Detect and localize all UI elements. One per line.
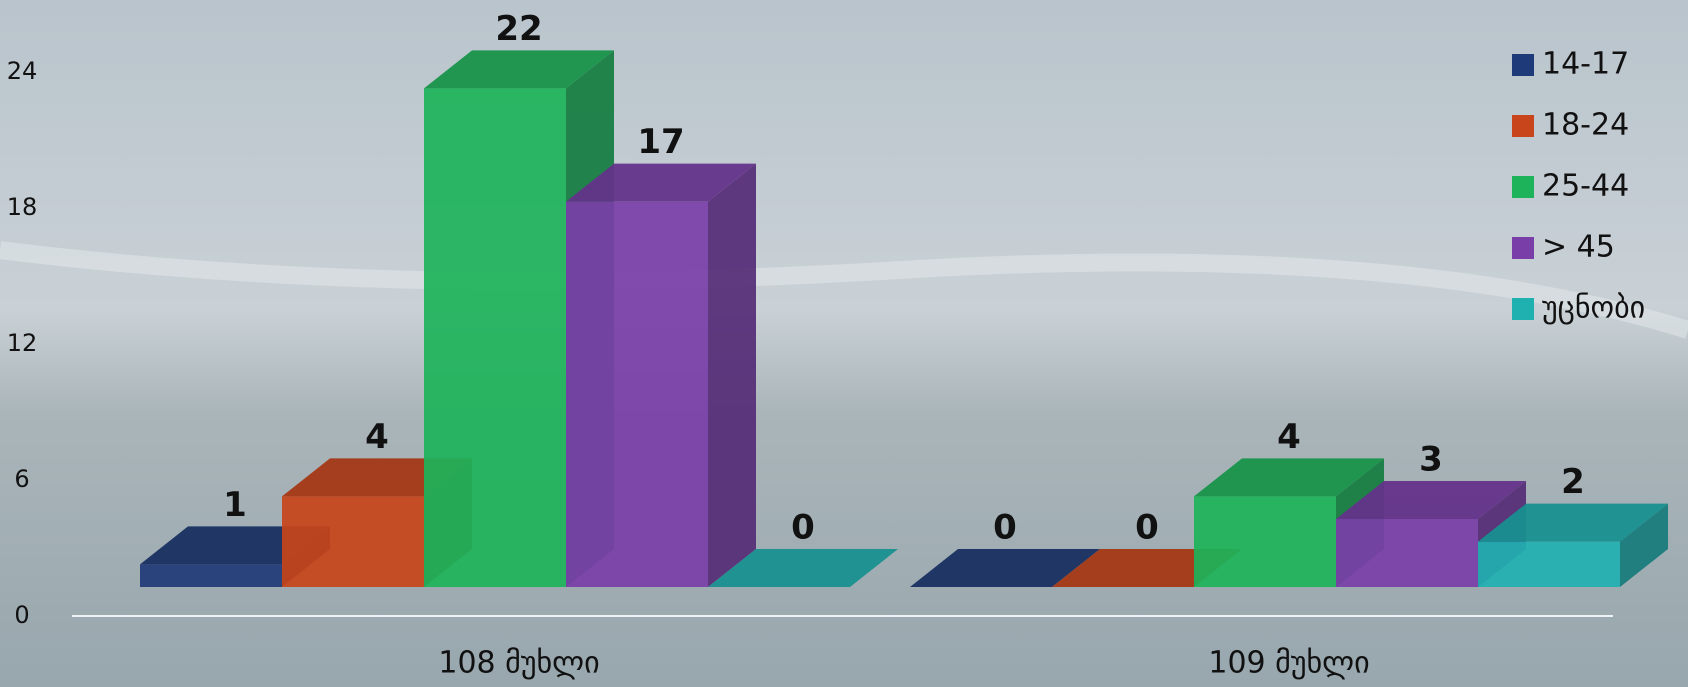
legend-swatch [1512,298,1534,320]
bar-top [910,549,1100,587]
value-label: 4 [1277,417,1301,457]
y-tick-label: 0 [14,601,29,629]
bar-top [1478,503,1668,542]
y-tick-label: 12 [7,329,38,357]
bar-top [1194,458,1384,497]
value-label: 17 [637,122,684,162]
background-shape [0,241,1688,339]
bar-top [566,163,756,202]
value-label: 0 [1135,508,1159,548]
value-label: 0 [993,508,1017,548]
value-label: 1 [223,485,247,525]
bar [424,88,566,587]
x-tick-label: 109 მუხლი [1208,646,1369,681]
value-label: 0 [791,508,815,548]
legend-label: 25-44 [1542,169,1629,204]
bar [1336,519,1478,587]
bar-top [1336,481,1526,519]
legend-swatch [1512,115,1534,137]
value-label: 2 [1561,462,1585,502]
legend-swatch [1512,237,1534,259]
y-tick-label: 24 [7,57,38,85]
bar [1478,541,1620,587]
bar [140,564,282,587]
legend-label: უცნობი [1542,291,1645,326]
legend-swatch [1512,176,1534,198]
value-label: 4 [365,417,389,457]
value-label: 22 [495,9,542,49]
legend-label: > 45 [1542,230,1615,265]
bar-top [424,50,614,89]
bar [282,496,424,587]
bar [1194,496,1336,587]
bar [566,201,708,587]
bar-side [708,163,756,587]
y-tick-label: 18 [7,193,38,221]
y-tick-label: 6 [14,465,29,493]
bar-side [1620,503,1668,587]
legend-swatch [1512,54,1534,76]
value-label: 3 [1419,440,1443,480]
x-tick-label: 108 მუხლი [438,646,599,681]
legend-label: 18-24 [1542,108,1629,143]
bar-top [708,549,898,587]
legend-label: 14-17 [1542,47,1629,82]
